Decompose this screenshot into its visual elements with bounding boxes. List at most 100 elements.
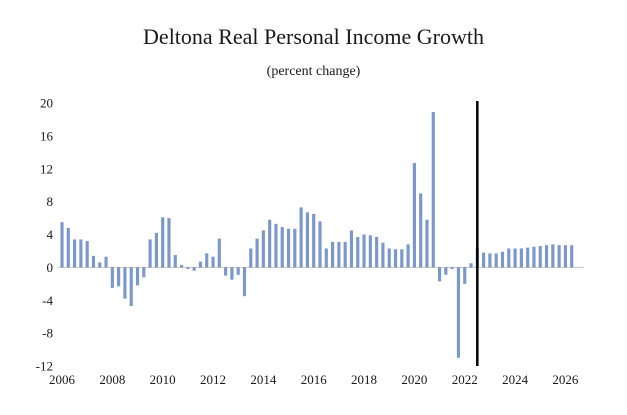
bar xyxy=(299,207,303,268)
bar xyxy=(551,244,555,268)
bar xyxy=(387,248,391,268)
bar xyxy=(563,245,567,268)
bar xyxy=(450,267,454,270)
bar xyxy=(507,248,511,268)
x-tick-label: 2022 xyxy=(452,372,478,387)
chart-title: Deltona Real Personal Income Growth xyxy=(143,24,484,49)
bar xyxy=(425,219,429,268)
x-tick-label: 2026 xyxy=(552,372,579,387)
x-tick-label: 2008 xyxy=(99,372,125,387)
y-tick-label: -4 xyxy=(42,293,53,308)
bar xyxy=(400,249,404,268)
bar xyxy=(135,267,140,286)
bar xyxy=(368,235,372,268)
bar xyxy=(66,227,70,268)
y-tick-label: 4 xyxy=(47,227,54,242)
bar xyxy=(117,267,121,287)
bar xyxy=(331,241,335,268)
bar xyxy=(381,242,385,268)
bar xyxy=(456,267,461,358)
bar xyxy=(142,267,146,278)
bar xyxy=(356,236,360,268)
bar xyxy=(513,248,517,268)
bar xyxy=(261,230,265,268)
bar xyxy=(343,241,347,268)
bar xyxy=(110,267,114,288)
x-tick-label: 2024 xyxy=(502,372,529,387)
bar xyxy=(494,253,498,268)
bar xyxy=(293,228,297,268)
bar xyxy=(437,267,442,282)
bar xyxy=(337,241,341,268)
bar xyxy=(173,255,177,268)
bar xyxy=(192,267,196,271)
bar xyxy=(570,245,574,268)
x-tick-label: 2012 xyxy=(200,372,226,387)
bar xyxy=(431,112,435,268)
y-tick-label: 0 xyxy=(47,260,54,275)
bar xyxy=(60,222,64,268)
bar xyxy=(349,230,354,268)
bar xyxy=(255,238,259,268)
bar xyxy=(482,252,486,268)
bar xyxy=(186,267,190,270)
bar xyxy=(444,267,448,275)
x-tick-label: 2020 xyxy=(401,372,427,387)
bar xyxy=(73,239,77,268)
bar xyxy=(129,267,133,307)
bars-group xyxy=(60,112,574,358)
bar xyxy=(249,248,253,268)
bar xyxy=(463,267,467,284)
bar xyxy=(362,234,366,268)
y-tick-label: -12 xyxy=(36,359,53,374)
chart-subtitle: (percent change) xyxy=(266,64,361,79)
y-tick-label: 16 xyxy=(40,128,54,143)
bar xyxy=(230,267,234,280)
bar xyxy=(79,239,83,268)
bar xyxy=(412,163,416,268)
y-axis-ticks: 20 16 12 8 4 0 -4 -8 -12 xyxy=(36,96,54,374)
bar xyxy=(557,245,561,268)
bar xyxy=(393,249,398,268)
bar xyxy=(217,238,221,268)
x-tick-label: 2018 xyxy=(351,372,377,387)
y-tick-label: 12 xyxy=(40,161,53,176)
bar xyxy=(268,219,272,268)
bar xyxy=(236,267,240,275)
bar xyxy=(375,236,379,268)
bar xyxy=(148,239,152,268)
bar xyxy=(324,248,328,268)
bar xyxy=(305,212,309,268)
bar xyxy=(224,267,228,276)
bar xyxy=(469,263,473,268)
bar xyxy=(242,267,247,297)
bar xyxy=(198,261,203,268)
bar xyxy=(488,253,492,268)
bar xyxy=(538,246,542,268)
bar xyxy=(91,255,96,268)
bar xyxy=(154,232,158,268)
bar xyxy=(500,251,505,268)
bar xyxy=(318,221,322,268)
bar xyxy=(161,217,165,268)
bar xyxy=(532,246,536,268)
bar xyxy=(419,193,423,268)
bar xyxy=(167,218,171,268)
bar xyxy=(274,223,278,268)
bar xyxy=(205,253,209,268)
x-axis-ticks: 2006 2008 2010 2012 2014 2016 2018 2020 2022 2024… xyxy=(49,372,579,387)
bar xyxy=(104,256,108,268)
bar xyxy=(85,241,89,268)
bar xyxy=(280,227,284,268)
bar xyxy=(526,247,530,268)
bar xyxy=(286,228,291,268)
y-tick-label: 8 xyxy=(47,194,54,209)
bar xyxy=(211,256,215,268)
x-tick-label: 2006 xyxy=(49,372,76,387)
x-tick-label: 2016 xyxy=(301,372,328,387)
bar xyxy=(98,262,102,268)
bar xyxy=(312,213,316,268)
x-tick-label: 2010 xyxy=(150,372,176,387)
bar xyxy=(406,244,410,268)
